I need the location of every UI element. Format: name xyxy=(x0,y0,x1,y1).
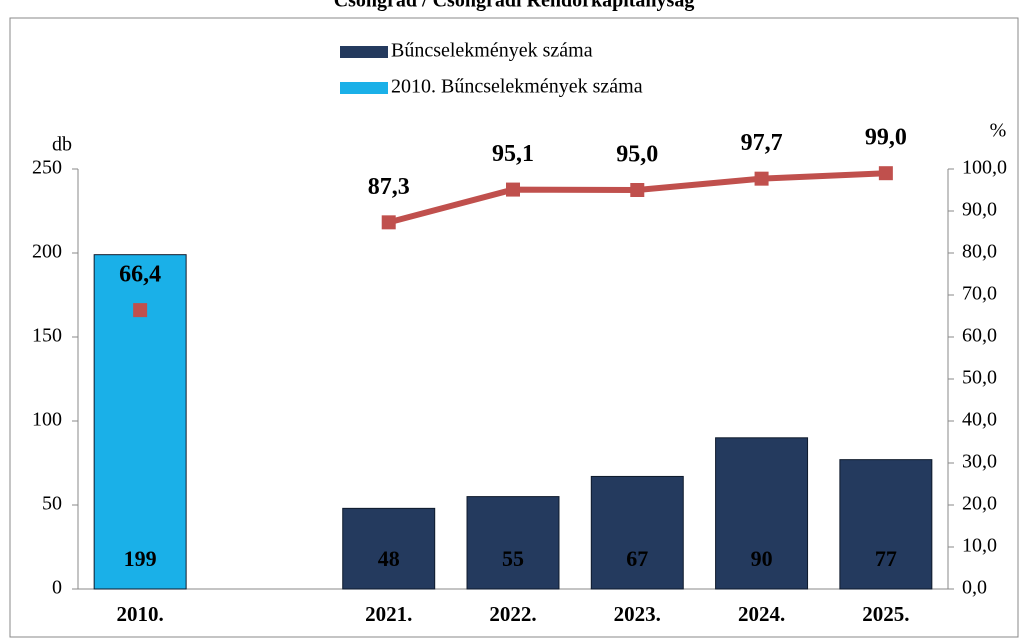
bar xyxy=(839,459,933,590)
bar xyxy=(590,475,684,590)
y-tick-label: 50 xyxy=(42,493,62,515)
x-tick-label: 2024. xyxy=(738,602,785,626)
legend-swatch xyxy=(340,82,388,94)
y2-tick-label: 70,0 xyxy=(962,283,997,305)
line-value-label: 66,4 xyxy=(119,262,161,288)
x-tick-label: 2022. xyxy=(489,602,536,626)
line-value-label: 87,3 xyxy=(368,174,410,200)
x-tick-label: 2010. xyxy=(117,602,164,626)
y-tick-label: 150 xyxy=(32,325,62,347)
line-value-label: 99,0 xyxy=(865,125,907,151)
y2-tick-label: 50,0 xyxy=(962,367,997,389)
y-axis-label: db xyxy=(52,134,72,156)
legend-swatch xyxy=(340,46,388,58)
y-tick-label: 0 xyxy=(52,577,62,599)
bar xyxy=(466,496,560,590)
y-tick-label: 100 xyxy=(32,409,62,431)
y-tick-label: 200 xyxy=(32,241,62,263)
line-marker xyxy=(381,215,396,230)
bar xyxy=(715,437,809,590)
bar-value-label: 199 xyxy=(124,546,157,571)
y2-axis-label: % xyxy=(990,120,1007,142)
y2-tick-label: 90,0 xyxy=(962,199,997,221)
chart-title: Csongrád / Csongrádi Rendőrkapitányság xyxy=(334,0,695,12)
y2-tick-label: 20,0 xyxy=(962,493,997,515)
bar-value-label: 77 xyxy=(875,546,897,571)
y2-tick-label: 0,0 xyxy=(962,577,987,599)
line-marker xyxy=(878,166,893,181)
line-marker xyxy=(630,183,645,197)
bar xyxy=(342,507,436,590)
bar-value-label: 55 xyxy=(502,546,524,571)
line-marker xyxy=(133,303,148,318)
x-tick-label: 2021. xyxy=(365,602,412,626)
bar-value-label: 90 xyxy=(751,546,773,571)
bar-value-label: 67 xyxy=(626,546,648,571)
bar-value-label: 48 xyxy=(378,546,400,571)
y2-tick-label: 100,0 xyxy=(962,157,1007,179)
y2-tick-label: 10,0 xyxy=(962,535,997,557)
x-tick-label: 2025. xyxy=(862,602,909,626)
line-marker xyxy=(506,182,520,197)
line-value-label: 95,0 xyxy=(616,142,658,168)
legend-label: Bűncselekmények száma xyxy=(391,40,593,62)
y2-tick-label: 30,0 xyxy=(962,451,997,473)
y2-tick-label: 60,0 xyxy=(962,325,997,347)
legend-label: 2010. Bűncselekmények száma xyxy=(391,76,643,98)
y2-tick-label: 40,0 xyxy=(962,409,997,431)
line-marker xyxy=(754,171,769,186)
y-tick-label: 250 xyxy=(32,157,62,179)
line-value-label: 97,7 xyxy=(741,130,783,156)
y2-tick-label: 80,0 xyxy=(962,241,997,263)
x-tick-label: 2023. xyxy=(614,602,661,626)
line-value-label: 95,1 xyxy=(492,141,534,167)
